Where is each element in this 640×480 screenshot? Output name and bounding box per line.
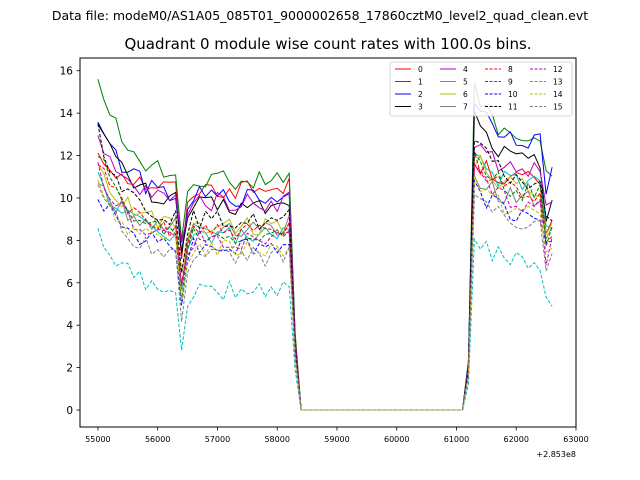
x-tick-label-8: 63000: [563, 435, 588, 444]
legend-label-13: 13: [553, 78, 563, 87]
plot-frame: [79, 57, 577, 428]
x-offset-label: +2.853e8: [536, 450, 576, 459]
x-tick-label-0: 55000: [85, 435, 110, 444]
series-line-12: [97, 162, 553, 411]
x-tick-label-6: 61000: [444, 435, 469, 444]
y-tick-label-2: 4: [66, 320, 73, 332]
y-tick-label-0: 0: [66, 405, 73, 417]
y-tick-label-4: 8: [66, 235, 73, 247]
x-tick-label-1: 56000: [145, 435, 170, 444]
legend-label-0: 0: [418, 65, 423, 74]
y-tick-label-1: 2: [66, 363, 73, 375]
legend-label-15: 15: [553, 103, 563, 112]
series-line-11: [97, 123, 553, 411]
y-tick-label-8: 16: [60, 66, 74, 78]
y-tick-label-7: 14: [60, 108, 74, 120]
x-tick-label-3: 58000: [264, 435, 289, 444]
legend-label-8: 8: [508, 65, 513, 74]
x-tick-label-4: 59000: [324, 435, 349, 444]
legend-label-6: 6: [463, 90, 468, 99]
series-line-15: [97, 184, 553, 411]
legend-label-12: 12: [553, 65, 563, 74]
legend-label-10: 10: [508, 90, 518, 99]
legend-label-4: 4: [463, 65, 468, 74]
x-tick-label-5: 60000: [384, 435, 409, 444]
y-tick-label-5: 10: [60, 193, 73, 205]
legend-label-14: 14: [553, 90, 563, 99]
legend-label-9: 9: [508, 78, 513, 87]
x-tick-label-2: 57000: [205, 435, 230, 444]
legend-label-2: 2: [418, 90, 423, 99]
axis-ticks: 55000 56000 57000 58000 59000 60000 61000 62000…: [60, 66, 589, 444]
series-lines: [97, 79, 553, 411]
y-tick-label-3: 6: [66, 278, 73, 290]
legend-box: [389, 61, 573, 117]
legend-label-1: 1: [418, 78, 423, 87]
chart-title: Quadrant 0 module wise count rates with …: [124, 35, 531, 53]
y-tick-label-6: 12: [60, 151, 73, 163]
x-tick-label-7: 62000: [504, 435, 529, 444]
legend-label-5: 5: [463, 78, 468, 87]
legend-label-7: 7: [463, 103, 468, 112]
suptitle: Data file: modeM0/AS1A05_085T01_90000026…: [52, 8, 588, 23]
legend-label-11: 11: [508, 103, 518, 112]
legend-label-3: 3: [418, 103, 423, 112]
